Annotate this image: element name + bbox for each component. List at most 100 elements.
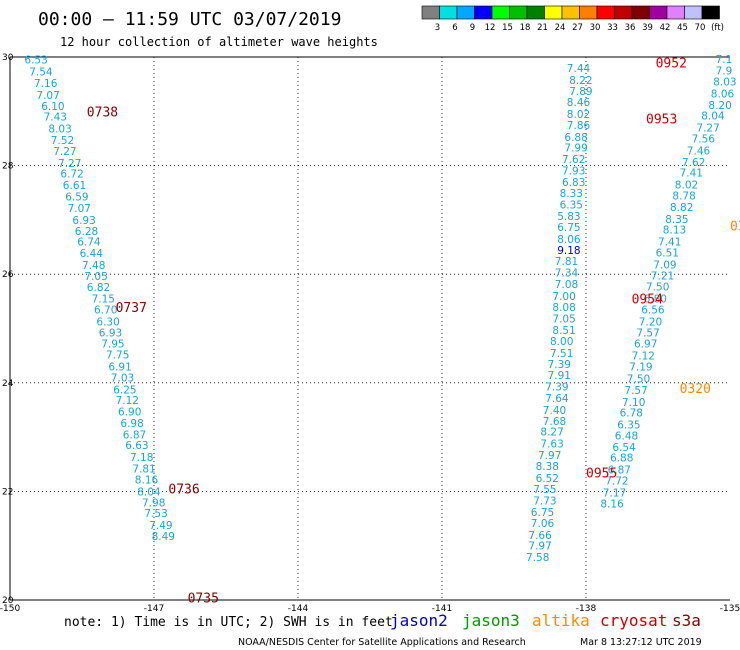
wave-height-point: 7.66 [528, 530, 552, 542]
wave-height-values: 6.537.547.167.076.107.438.037.527.277.27… [24, 54, 736, 564]
color-swatch [421, 5, 440, 20]
color-scale-label: 12 [485, 23, 496, 33]
color-swatch [544, 5, 563, 20]
wave-height-point: 7.9 [716, 66, 733, 78]
wave-height-point: 6.44 [80, 248, 104, 260]
x-tick-label: -147 [144, 604, 164, 614]
wave-height-point: 7.41 [680, 168, 703, 180]
wave-height-point: 6.97 [634, 339, 657, 351]
wave-height-point: 6.56 [641, 304, 665, 316]
wave-height-point: 8.00 [550, 336, 573, 348]
wave-height-point: 7.12 [632, 351, 655, 363]
wave-height-point: 8.35 [665, 214, 688, 226]
satellite-legend: jason2 jason3 altika cryosat s3a [390, 611, 701, 630]
wave-height-point: 8.13 [663, 225, 686, 237]
color-scale-label: (ft) [711, 23, 724, 33]
pass-time-label: 0736 [168, 483, 199, 498]
wave-height-point: 7.52 [51, 135, 74, 147]
wave-height-point: 7.07 [68, 203, 91, 215]
wave-height-point: 8.06 [711, 88, 735, 100]
color-scale-label: 39 [642, 23, 653, 33]
color-scale-label: 18 [520, 23, 531, 33]
grid-lines [10, 57, 730, 600]
wave-height-point: 7.97 [528, 541, 551, 553]
wave-height-point: 7.43 [44, 112, 67, 124]
wave-height-point: 7.89 [569, 86, 592, 98]
wave-height-point: 7.93 [562, 165, 585, 177]
color-scale-label: 21 [537, 23, 548, 33]
wave-height-point: 8.82 [670, 202, 693, 214]
wave-height-point: 7.62 [562, 154, 585, 166]
color-swatch [614, 5, 633, 20]
wave-height-point: 6.90 [118, 407, 141, 419]
wave-height-point: 7.81 [555, 256, 578, 268]
y-tick-label: 24 [2, 379, 14, 389]
wave-height-point: 7.19 [629, 362, 652, 374]
chart-subtitle: 12 hour collection of altimeter wave hei… [60, 35, 378, 49]
color-swatch [439, 5, 458, 20]
y-tick-label: 20 [2, 596, 14, 606]
wave-height-point: 7.98 [142, 497, 165, 509]
wave-height-point: 8.20 [708, 100, 731, 112]
color-swatch [649, 5, 668, 20]
wave-height-point: 7.17 [603, 487, 626, 499]
wave-height-point: 7.99 [564, 143, 587, 155]
wave-height-point: 6.75 [531, 507, 554, 519]
color-swatch [701, 5, 720, 20]
wave-height-point: 6.35 [560, 200, 583, 212]
wave-height-point: 6.83 [562, 177, 585, 189]
wave-height-point: 6.48 [615, 430, 638, 442]
color-swatch [509, 5, 528, 20]
color-scale-label: 33 [607, 23, 618, 33]
wave-height-point: 8.06 [557, 234, 581, 246]
wave-height-point: 7.16 [34, 78, 58, 90]
wave-height-point: 7.44 [567, 63, 591, 75]
color-swatch [596, 5, 615, 20]
wave-height-point: 7.21 [651, 270, 674, 282]
wave-height-point: 7.75 [106, 350, 129, 362]
wave-height-point: 7.39 [545, 382, 568, 394]
wave-height-point: 8.27 [540, 427, 563, 439]
color-scale-label: 42 [660, 23, 671, 33]
wave-height-point: 6.74 [77, 237, 101, 249]
satellite-legend-jason2: jason2 [390, 611, 448, 630]
wave-height-point: 7.55 [533, 484, 556, 496]
color-scale-label: 15 [502, 23, 513, 33]
wave-height-point: 8.03 [713, 76, 736, 88]
wave-height-point: 7.95 [101, 339, 124, 351]
wave-height-point: 7.97 [538, 450, 561, 462]
wave-height-point: 7.07 [36, 90, 59, 102]
color-swatch [666, 5, 685, 20]
pass-time-label: 0954 [632, 293, 663, 308]
wave-height-point: 8.49 [152, 531, 175, 543]
wave-height-point: 6.87 [123, 429, 146, 441]
wave-height-point: 8.38 [536, 461, 559, 473]
wave-height-point: 8.22 [569, 75, 592, 87]
x-tick-label: -141 [432, 604, 452, 614]
x-tick-label: -135 [720, 604, 740, 614]
color-scale-label: 24 [555, 23, 566, 33]
pass-time-label: 0320 [680, 382, 711, 397]
y-tick-label: 30 [2, 53, 14, 63]
wave-height-point: 7.51 [550, 348, 573, 360]
wave-height-point: 6.10 [41, 101, 64, 113]
wave-height-point: 6.82 [87, 282, 110, 294]
wave-height-point: 9.18 [557, 245, 580, 257]
wave-height-point: 7.68 [543, 416, 566, 428]
wave-height-point: 6.78 [620, 408, 643, 420]
timestamp-text: Mar 8 13:27:12 UTC 2019 [580, 637, 702, 648]
wave-height-point: 7.48 [82, 260, 105, 272]
wave-height-point: 7.27 [58, 158, 81, 170]
wave-height-point: 7.57 [636, 327, 659, 339]
wave-height-point: 7.86 [567, 120, 591, 132]
color-swatch [561, 5, 580, 20]
wave-height-point: 7.10 [622, 397, 645, 409]
wave-height-point: 7.73 [533, 496, 556, 508]
color-swatch [456, 5, 475, 20]
wave-height-point: 7.12 [116, 395, 139, 407]
wave-height-point: 8.02 [567, 109, 590, 121]
credit-text: NOAA/NESDIS Center for Satellite Applica… [238, 637, 526, 648]
wave-height-point: 8.02 [675, 180, 698, 192]
wave-height-point: 7.03 [111, 372, 134, 384]
